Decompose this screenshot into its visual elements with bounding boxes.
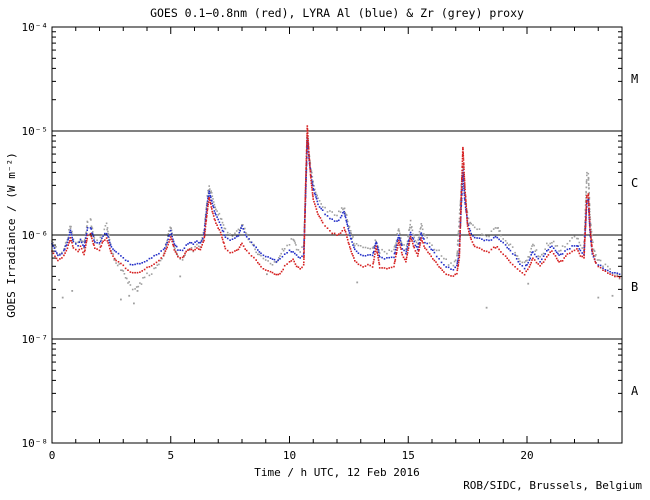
- chart-title: GOES 0.1−0.8nm (red), LYRA Al (blue) & Z…: [150, 6, 524, 20]
- plot-frame: [51, 26, 623, 444]
- x-tick-label-10: 10: [283, 449, 296, 462]
- credit-text: ROB/SIDC, Brussels, Belgium: [463, 479, 642, 492]
- y-axis-label: GOES Irradiance / (W m⁻²): [5, 152, 18, 318]
- flare-class-label-c: C: [631, 176, 638, 190]
- y-tick-label-1e-7: 10⁻⁷: [22, 333, 49, 346]
- x-axis-label: Time / h UTC, 12 Feb 2016: [254, 466, 420, 479]
- x-tick-label-20: 20: [520, 449, 533, 462]
- flare-class-label-a: A: [631, 384, 639, 398]
- x-tick-label-0: 0: [49, 449, 56, 462]
- x-tick-label-5: 5: [167, 449, 174, 462]
- y-tick-label-1e-4: 10⁻⁴: [22, 21, 49, 34]
- flare-class-label-m: M: [631, 72, 638, 86]
- y-tick-label-1e-5: 10⁻⁵: [22, 125, 49, 138]
- flare-class-label-b: B: [631, 280, 638, 294]
- x-tick-label-15: 15: [402, 449, 415, 462]
- y-tick-label-1e-8: 10⁻⁸: [22, 437, 49, 450]
- data-point-dots: [51, 125, 621, 309]
- y-tick-label-1e-6: 10⁻⁶: [22, 229, 49, 242]
